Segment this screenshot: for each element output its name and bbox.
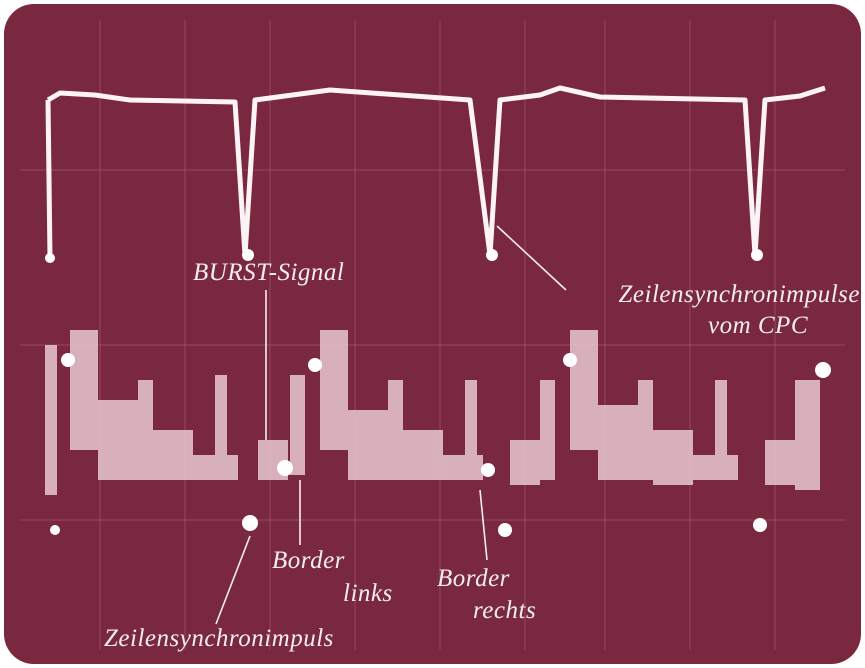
label-burst: BURST-Signal (193, 259, 344, 286)
video-trace (45, 330, 820, 495)
label-border-left: Border (272, 547, 345, 574)
label-sync-cpc: vom CPC (708, 312, 808, 339)
graticule (20, 20, 845, 650)
video-dots (50, 353, 831, 537)
label-sync-cpc: Zeilensynchronimpulse (619, 281, 860, 308)
screen (4, 4, 861, 664)
label-border-right: rechts (473, 597, 536, 624)
label-sync-pulse: Zeilensynchronimpuls (104, 625, 334, 652)
sync-dots (45, 249, 763, 263)
sync-trace (45, 85, 826, 259)
label-border-left: links (343, 580, 393, 607)
label-border-right: Border (437, 565, 510, 592)
pointer-lines (215, 225, 567, 625)
